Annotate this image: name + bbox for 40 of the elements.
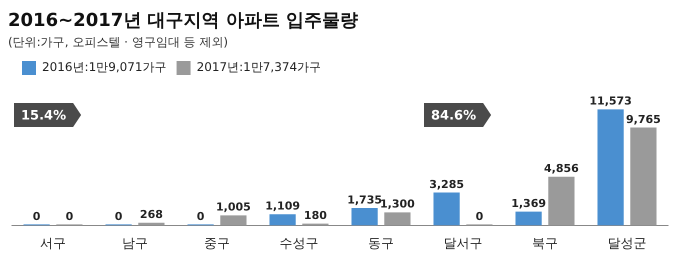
x-tick-label: 서구 [40, 236, 66, 252]
bar [384, 212, 411, 226]
x-tick-label: 북구 [532, 236, 558, 252]
data-label: 11,573 [589, 94, 632, 108]
data-label: 1,109 [265, 200, 300, 213]
data-label: 268 [140, 208, 163, 222]
data-label: 3,285 [429, 178, 464, 191]
bar [269, 214, 296, 226]
data-label: 0 [66, 210, 74, 223]
data-label: 1,300 [380, 198, 416, 211]
annotation: 84.6% [431, 108, 476, 124]
data-label: 0 [114, 210, 123, 223]
chart-title: 2016~2017년 대구지역 아파트 입주물량 [8, 9, 360, 32]
chart-subtitle: (단위:가구, 오피스텔 · 영구임대 등 제외) [8, 34, 230, 51]
bar [138, 222, 165, 226]
bar [351, 208, 378, 226]
legend-label: 2016년:1만9,071가구 [42, 60, 167, 74]
data-label: 9,765 [626, 112, 661, 126]
data-label: 0 [32, 210, 41, 223]
bar [220, 215, 247, 226]
x-tick-label: 수성구 [280, 236, 318, 252]
bar [548, 176, 575, 226]
data-label: 0 [476, 210, 484, 223]
bar [630, 127, 657, 226]
data-label: 1,369 [511, 197, 546, 210]
x-tick-label: 동구 [368, 236, 394, 252]
data-label: 180 [304, 208, 328, 222]
annotation: 15.4% [21, 108, 66, 124]
data-label: 1,005 [216, 200, 251, 214]
bar [515, 212, 542, 226]
x-tick-label: 중구 [204, 236, 230, 252]
data-label: 4,856 [544, 162, 580, 176]
legend-label: 2017년:1만7,374가구 [196, 60, 322, 74]
x-tick-label: 남구 [122, 236, 148, 252]
x-tick-label: 달서구 [444, 236, 482, 252]
x-tick-label: 달성군 [608, 236, 646, 252]
data-label: 0 [196, 210, 205, 223]
bar [433, 192, 460, 226]
bar [597, 109, 624, 226]
data-label: 1,735 [347, 193, 382, 206]
